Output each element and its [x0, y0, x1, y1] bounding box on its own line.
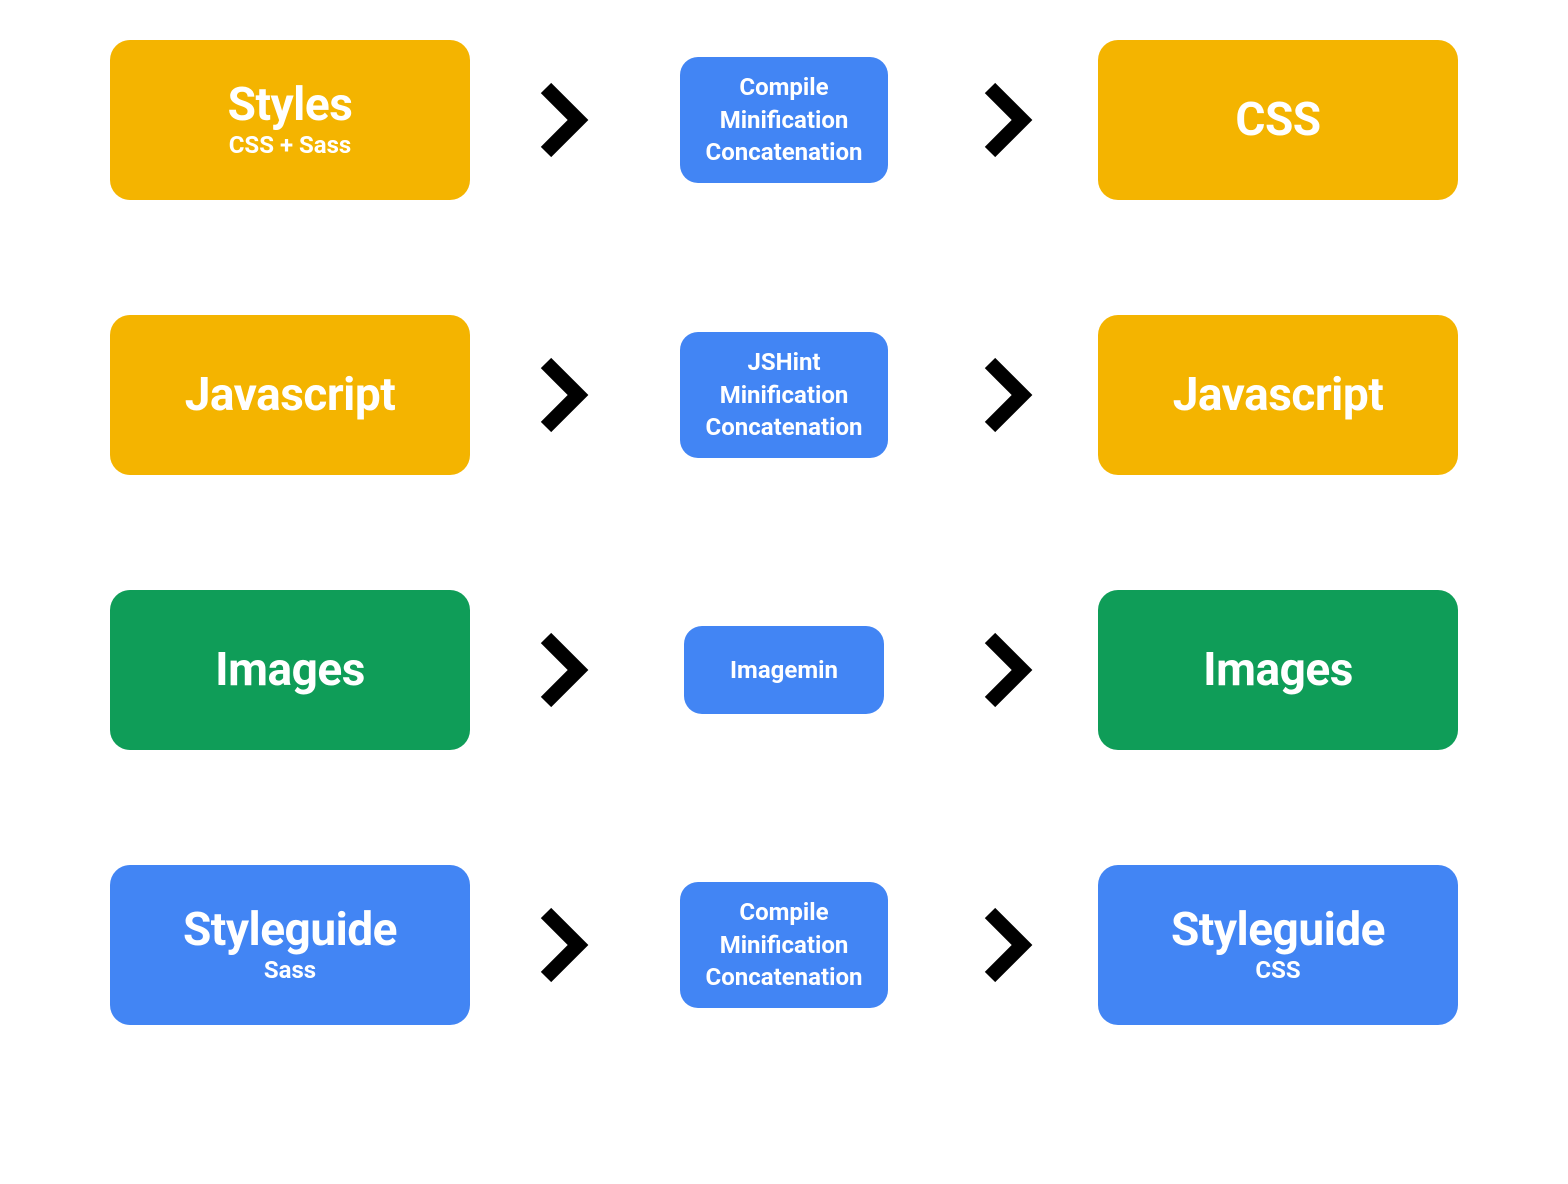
output-title: Images: [1203, 646, 1353, 694]
source-box-styles: Styles CSS + Sass: [110, 40, 470, 200]
source-title: Images: [215, 646, 365, 694]
process-line: Concatenation: [706, 961, 863, 993]
process-box-styleguide: Compile Minification Concatenation: [680, 882, 889, 1007]
process-line: Minification: [720, 104, 849, 136]
chevron-right-icon: [978, 80, 1034, 160]
source-box-images: Images: [110, 590, 470, 750]
output-title: Javascript: [1173, 371, 1384, 419]
flow-row-styleguide: Styleguide Sass Compile Minification Con…: [110, 865, 1458, 1025]
process-box-styles: Compile Minification Concatenation: [680, 57, 889, 182]
process-box-javascript: JSHint Minification Concatenation: [680, 332, 889, 457]
flow-row-images: Images Imagemin Images: [110, 590, 1458, 750]
chevron-right-icon: [978, 355, 1034, 435]
process-line: Minification: [720, 379, 849, 411]
chevron-right-icon: [978, 905, 1034, 985]
source-box-javascript: Javascript: [110, 315, 470, 475]
build-pipeline-diagram: Styles CSS + Sass Compile Minification C…: [110, 40, 1458, 1025]
source-title: Javascript: [185, 371, 396, 419]
source-box-styleguide: Styleguide Sass: [110, 865, 470, 1025]
chevron-right-icon: [534, 630, 590, 710]
process-line: Compile: [739, 896, 828, 928]
process-line: Imagemin: [730, 654, 838, 686]
chevron-right-icon: [534, 80, 590, 160]
process-line: Concatenation: [706, 136, 863, 168]
chevron-right-icon: [534, 905, 590, 985]
output-title: CSS: [1235, 96, 1320, 144]
flow-row-styles: Styles CSS + Sass Compile Minification C…: [110, 40, 1458, 200]
process-line: Concatenation: [706, 411, 863, 443]
output-box-javascript: Javascript: [1098, 315, 1458, 475]
chevron-right-icon: [978, 630, 1034, 710]
output-box-styleguide: Styleguide CSS: [1098, 865, 1458, 1025]
output-subtitle: CSS: [1255, 956, 1300, 984]
source-subtitle: CSS + Sass: [229, 131, 352, 159]
process-line: JSHint: [747, 346, 820, 378]
flow-row-javascript: Javascript JSHint Minification Concatena…: [110, 315, 1458, 475]
process-line: Compile: [739, 71, 828, 103]
process-box-images: Imagemin: [684, 626, 884, 714]
output-box-styles: CSS: [1098, 40, 1458, 200]
chevron-right-icon: [534, 355, 590, 435]
source-title: Styleguide: [183, 906, 397, 954]
output-box-images: Images: [1098, 590, 1458, 750]
output-title: Styleguide: [1171, 906, 1385, 954]
process-line: Minification: [720, 929, 849, 961]
source-subtitle: Sass: [264, 956, 316, 984]
source-title: Styles: [228, 81, 353, 129]
